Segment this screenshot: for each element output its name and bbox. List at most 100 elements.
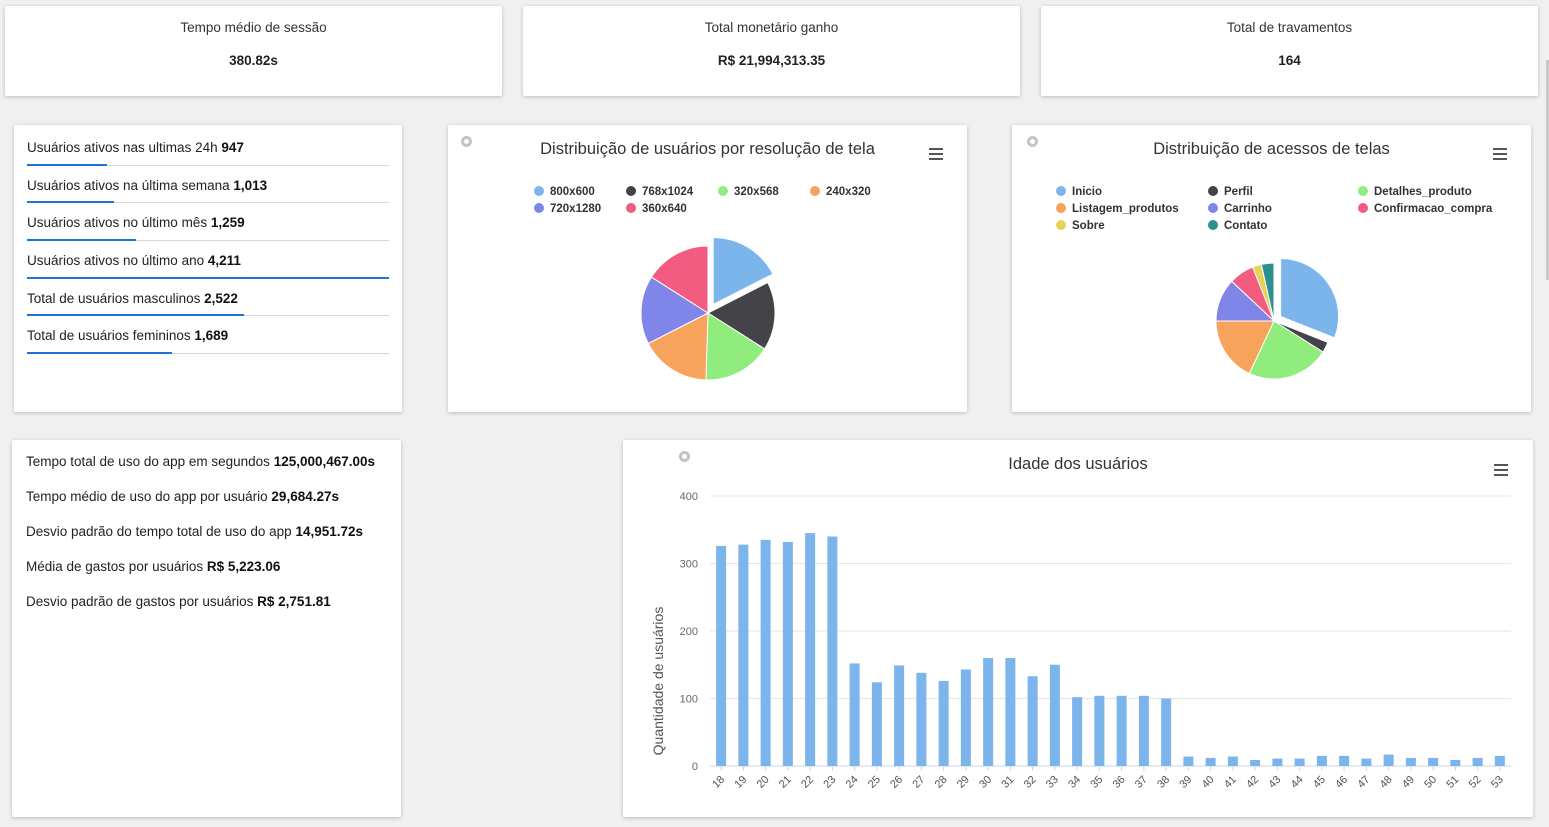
x-tick-label: 33 <box>1044 774 1061 791</box>
hamburger-menu-icon[interactable] <box>1494 464 1508 476</box>
pie-slice-768x1024[interactable] <box>706 281 776 350</box>
legend-item[interactable]: 360x640 <box>626 203 687 215</box>
x-tick-label: 28 <box>933 774 950 791</box>
bar-chart-age: 0 100 200 300 400 Quantidade de usuários 18 19 2… <box>650 491 1511 791</box>
bar-age-37[interactable] <box>1138 695 1149 766</box>
x-tick-label: 25 <box>866 774 883 791</box>
radio-toggle-icon[interactable] <box>1027 136 1038 147</box>
x-tick-label: 24 <box>844 774 861 791</box>
bar-age-53[interactable] <box>1494 755 1505 766</box>
bar-age-29[interactable] <box>960 669 971 766</box>
y-tick-label: 400 <box>680 491 698 503</box>
usage-stat-line: Desvio padrão de gastos por usuários R$ … <box>26 594 375 609</box>
stat-title: Tempo médio de sessão <box>180 20 327 35</box>
legend-item[interactable]: 800x600 <box>534 186 595 198</box>
metric-label: Usuários ativos na última semana <box>27 177 230 193</box>
usage-stat-label: Desvio padrão do tempo total de uso do a… <box>26 524 292 539</box>
radio-toggle-icon[interactable] <box>461 136 472 147</box>
x-tick-label: 32 <box>1022 774 1039 791</box>
legend-label: Contato <box>1224 220 1268 232</box>
x-tick-label: 51 <box>1444 774 1461 791</box>
pie-slice-320x568[interactable] <box>705 312 766 381</box>
legend-dot <box>1358 186 1368 196</box>
legend-item[interactable]: Sobre <box>1056 220 1105 232</box>
bar-age-44[interactable] <box>1294 758 1305 766</box>
bar-age-22[interactable] <box>805 533 816 766</box>
usage-stats-card: Tempo total de uso do app em segundos 12… <box>12 440 401 817</box>
bar-age-50[interactable] <box>1428 757 1439 766</box>
bar-age-40[interactable] <box>1205 757 1216 766</box>
pie-slice-360x640[interactable] <box>650 245 709 314</box>
bar-age-30[interactable] <box>983 658 994 766</box>
bar-age-39[interactable] <box>1183 756 1194 766</box>
bar-age-32[interactable] <box>1027 676 1038 766</box>
pie-slice-800x600[interactable] <box>712 236 774 306</box>
bar-age-42[interactable] <box>1250 759 1261 766</box>
bar-age-49[interactable] <box>1405 757 1416 766</box>
legend-item[interactable]: Confirmacao_compra <box>1358 203 1492 215</box>
bar-age-45[interactable] <box>1316 755 1327 766</box>
legend-item[interactable]: 768x1024 <box>626 186 693 198</box>
bar-age-47[interactable] <box>1361 758 1372 766</box>
bar-age-35[interactable] <box>1094 695 1105 766</box>
legend-item[interactable]: Carrinho <box>1208 203 1272 215</box>
bar-age-46[interactable] <box>1339 755 1350 766</box>
metric-row: Usuários ativos na última semana 1,013 <box>27 166 389 204</box>
pie-slice-inicio[interactable] <box>1280 258 1340 339</box>
usage-stat-value: 14,951.72s <box>295 524 364 539</box>
active-users-card: Usuários ativos nas ultimas 24h 947 Usuá… <box>14 125 402 412</box>
pie-chart-resolution <box>640 236 776 381</box>
bar-age-18[interactable] <box>716 545 727 766</box>
bar-age-26[interactable] <box>894 665 905 766</box>
bar-age-48[interactable] <box>1383 754 1394 766</box>
legend-item[interactable]: 320x568 <box>718 186 779 198</box>
stat-card-revenue: Total monetário ganho R$ 21,994,313.35 <box>523 6 1020 96</box>
x-tick-label: 36 <box>1111 774 1128 791</box>
x-tick-label: 52 <box>1467 774 1484 791</box>
metric-track <box>27 240 389 242</box>
bar-age-52[interactable] <box>1472 757 1483 766</box>
radio-toggle-icon[interactable] <box>679 451 690 462</box>
page-scrollbar[interactable] <box>1546 60 1549 280</box>
x-tick-label: 47 <box>1355 774 1372 791</box>
pie-slice-720x1280[interactable] <box>640 276 710 345</box>
bar-age-28[interactable] <box>938 680 949 766</box>
legend-item[interactable]: Perfil <box>1208 186 1253 198</box>
metric-track <box>27 353 389 355</box>
hamburger-menu-icon[interactable] <box>929 148 943 160</box>
bar-age-19[interactable] <box>738 544 749 766</box>
bar-age-25[interactable] <box>871 682 882 766</box>
bar-age-41[interactable] <box>1227 756 1238 766</box>
legend-dot <box>718 186 728 196</box>
legend-item[interactable]: Listagem_produtos <box>1056 203 1179 215</box>
pie-slice-listagem_produtos[interactable] <box>1215 320 1275 375</box>
legend-item[interactable]: Detalhes_produto <box>1358 186 1472 198</box>
legend-item[interactable]: Inicio <box>1056 186 1102 198</box>
x-tick-label: 42 <box>1244 774 1261 791</box>
bar-age-23[interactable] <box>827 536 838 767</box>
metric-progress-bar <box>27 314 245 317</box>
bar-age-31[interactable] <box>1005 658 1016 766</box>
metric-row: Usuários ativos no último mês 1,259 <box>27 203 389 242</box>
pie-slice-240x320[interactable] <box>647 312 709 381</box>
bar-age-43[interactable] <box>1272 758 1283 766</box>
legend-label: Listagem_produtos <box>1072 203 1179 215</box>
bar-age-34[interactable] <box>1072 697 1083 766</box>
legend-item[interactable]: Contato <box>1208 220 1267 232</box>
bar-age-38[interactable] <box>1161 698 1172 767</box>
bar-age-51[interactable] <box>1450 759 1461 766</box>
legend-item[interactable]: 720x1280 <box>534 203 601 215</box>
pie-slice-contato[interactable] <box>1260 262 1275 322</box>
bar-age-21[interactable] <box>782 541 793 766</box>
legend-label: Detalhes_produto <box>1374 186 1472 198</box>
x-tick-label: 53 <box>1489 774 1506 791</box>
legend-item[interactable]: 240x320 <box>810 186 871 198</box>
bar-age-27[interactable] <box>916 672 927 766</box>
bar-age-24[interactable] <box>849 663 860 766</box>
legend-label: 320x568 <box>734 186 779 198</box>
hamburger-menu-icon[interactable] <box>1493 148 1507 160</box>
stat-title: Total monetário ganho <box>704 20 839 35</box>
bar-age-36[interactable] <box>1116 695 1127 766</box>
bar-age-20[interactable] <box>760 539 771 766</box>
bar-age-33[interactable] <box>1049 664 1060 766</box>
